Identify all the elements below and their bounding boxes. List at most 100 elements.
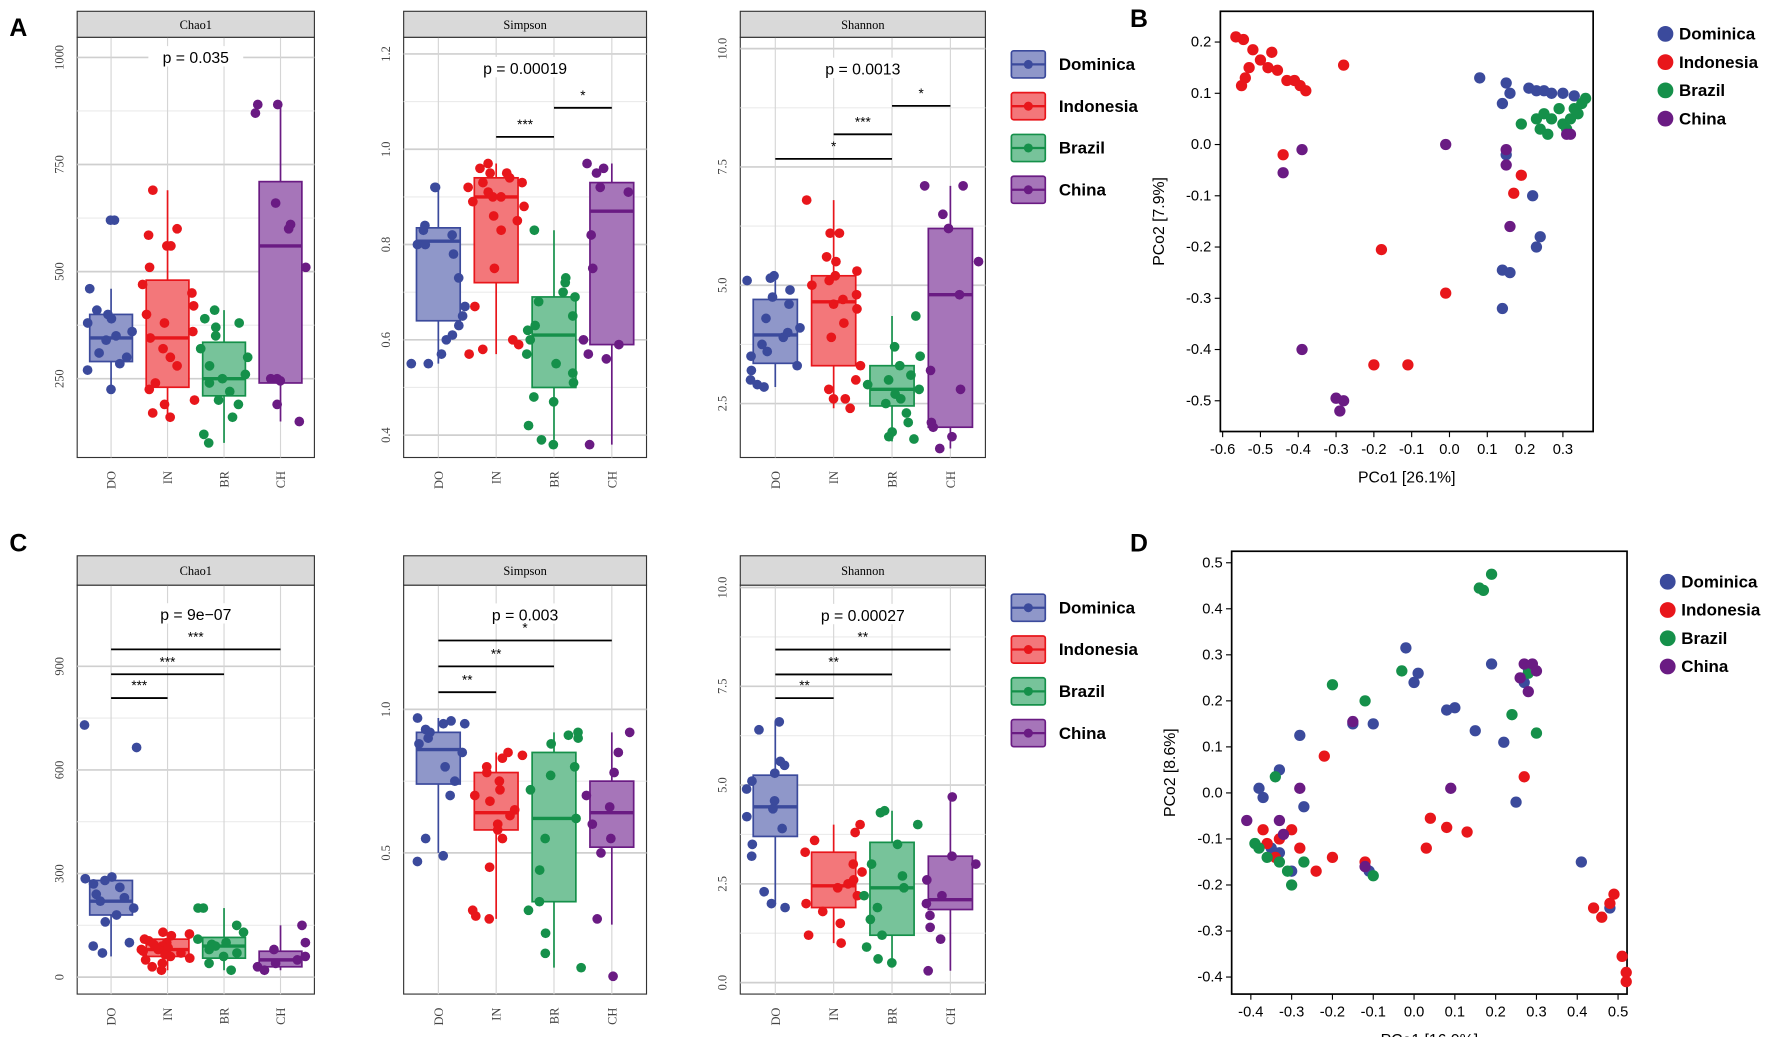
x-tick-label-BR: BR [886, 1007, 900, 1024]
significance-label: ** [858, 630, 869, 645]
data-point-brazil [1298, 856, 1310, 868]
data-point-DO [449, 776, 460, 787]
data-point-china [1522, 686, 1534, 698]
data-point-BR [895, 393, 906, 404]
x-tick-label: -0.1 [1399, 442, 1424, 458]
panel-label-D: D [1130, 530, 1148, 557]
data-point-indonesia [1337, 59, 1350, 71]
data-point-CH [925, 922, 936, 933]
data-point-DO [438, 850, 449, 861]
data-point-china [1500, 159, 1512, 171]
x-tick-label: 0.0 [1404, 1005, 1424, 1021]
y-tick-label: 5.0 [716, 277, 730, 293]
legend-marker-dominica [1659, 573, 1676, 590]
data-point-china [1500, 144, 1512, 156]
data-point-IN [828, 393, 839, 404]
data-point-DO [412, 856, 423, 867]
data-point-CH [935, 934, 946, 945]
p-value-background [815, 603, 911, 625]
significance-label: * [580, 88, 586, 103]
y-tick-label: 300 [53, 864, 67, 883]
data-point-BR [573, 733, 583, 743]
data-point-IN [184, 929, 195, 939]
y-tick-label: 1.2 [379, 46, 393, 62]
data-point-IN [513, 339, 524, 350]
data-point-DO [746, 365, 757, 376]
data-point-BR [534, 896, 545, 907]
data-point-BR [558, 287, 568, 298]
data-point-DO [762, 346, 773, 357]
data-point-china [1445, 782, 1457, 794]
x-tick-label: 0.4 [1567, 1005, 1587, 1021]
legend-dot [1023, 143, 1033, 153]
data-point-DO [414, 738, 424, 749]
data-point-IN [153, 944, 164, 955]
box-CH [589, 181, 635, 346]
y-tick-label: -0.4 [1186, 342, 1211, 358]
data-point-brazil [1579, 92, 1592, 105]
x-tick-label: -0.4 [1286, 442, 1311, 458]
data-point-DO [111, 330, 121, 341]
panel-label-C: C [9, 530, 27, 557]
x-tick-label-IN: IN [827, 471, 841, 484]
x-tick-label-BR: BR [548, 1007, 562, 1024]
y-tick-label: 10.0 [716, 38, 730, 60]
panel-label-A: A [9, 15, 27, 42]
data-point-BR [570, 292, 580, 302]
data-point-CH [300, 937, 311, 948]
data-point-BR [548, 396, 559, 407]
data-point-IN [487, 192, 498, 202]
data-point-IN [150, 378, 161, 388]
data-point-IN [505, 810, 515, 821]
data-point-dominica [1485, 658, 1498, 670]
data-point-IN [159, 399, 170, 410]
data-point-indonesia [1271, 64, 1284, 76]
data-point-IN [470, 911, 481, 921]
data-point-IN [488, 211, 499, 221]
data-point-CH [608, 971, 618, 982]
data-point-DO [742, 275, 752, 286]
data-point-IN [504, 172, 515, 183]
data-point-dominica [1545, 87, 1558, 99]
data-point-DO [121, 352, 132, 363]
data-point-dominica [1257, 791, 1269, 804]
data-point-DO [747, 839, 758, 850]
y-tick-label: 0.0 [716, 975, 730, 991]
data-point-china [1440, 138, 1452, 151]
data-point-BR [861, 942, 872, 952]
data-point-CH [934, 443, 945, 454]
data-point-brazil [1485, 568, 1498, 580]
data-point-china [1518, 658, 1530, 670]
data-point-dominica [1496, 97, 1509, 110]
data-point-brazil [1249, 837, 1261, 850]
data-point-BR [213, 395, 224, 405]
data-point-indonesia [1235, 79, 1248, 92]
p-value-label: p = 0.003 [492, 607, 559, 624]
data-point-IN [475, 163, 485, 174]
y-tick-label: 0.1 [1202, 739, 1222, 755]
data-point-dominica [1568, 90, 1580, 102]
y-tick-label: 1000 [53, 45, 67, 70]
data-point-IN [161, 241, 172, 251]
data-point-indonesia [1375, 243, 1388, 256]
legend-label-dominica: Dominica [1681, 572, 1758, 591]
data-point-CH [595, 182, 606, 193]
data-point-brazil [1396, 665, 1408, 677]
data-point-dominica [1469, 725, 1481, 737]
data-point-dominica [1557, 87, 1569, 99]
data-point-DO [106, 384, 116, 395]
data-point-BR [875, 807, 886, 818]
x-tick-label: 0.2 [1515, 442, 1535, 458]
data-point-IN [839, 318, 849, 328]
x-tick-label: 0.1 [1445, 1005, 1465, 1021]
data-point-IN [835, 918, 846, 929]
data-point-IN [176, 948, 186, 958]
y-tick-label: -0.3 [1197, 924, 1222, 940]
data-point-IN [800, 847, 811, 858]
legend-marker-brazil [1659, 630, 1676, 647]
data-point-BR [536, 435, 547, 445]
data-point-CH [938, 209, 948, 220]
x-tick-label: -0.3 [1279, 1005, 1304, 1021]
